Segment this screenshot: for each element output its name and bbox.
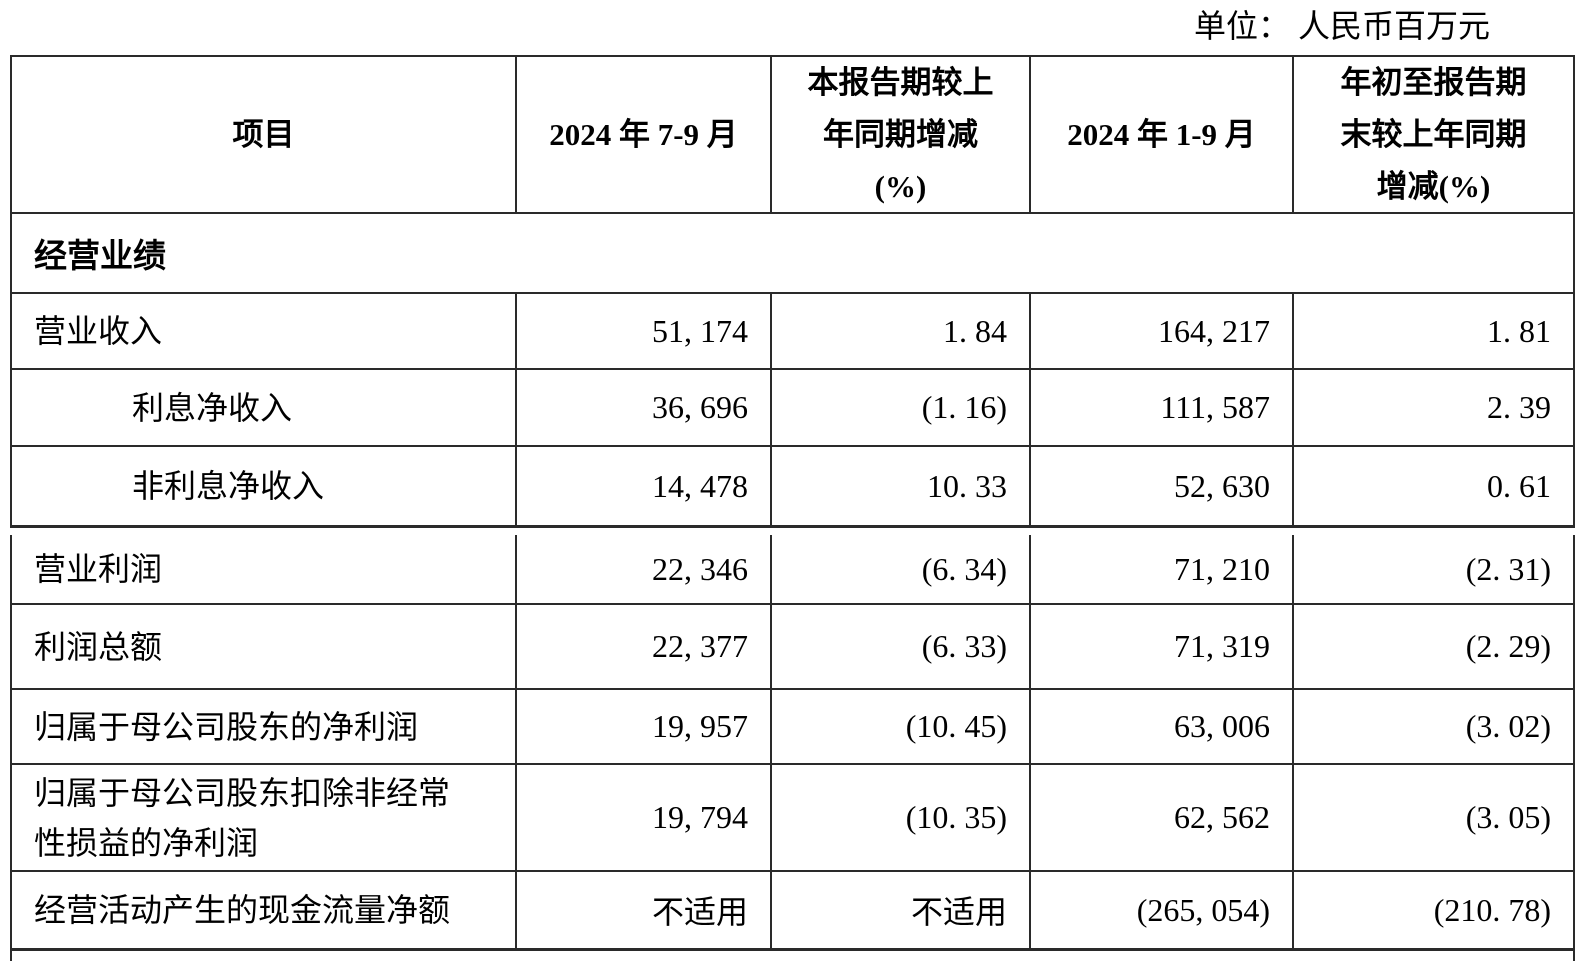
- row-value: 2. 39: [1292, 370, 1573, 445]
- row-label: 利息净收入: [132, 389, 293, 426]
- row-value: (2. 29): [1292, 605, 1573, 688]
- row-value: (10. 45): [770, 690, 1029, 763]
- table-header-row: 项目 2024 年 7-9 月 本报告期较上 年同期增减 (%) 2024 年 …: [12, 57, 1573, 214]
- header-qoq-change-pct: 本报告期较上 年同期增减 (%): [770, 57, 1029, 212]
- row-value: 14, 478: [515, 447, 770, 525]
- row-value: (1. 16): [770, 370, 1029, 445]
- row-value: (6. 33): [770, 605, 1029, 688]
- row-value: (265, 054): [1029, 872, 1292, 948]
- row-value: 19, 794: [515, 765, 770, 870]
- table-row-revenue: 营业收入 51, 174 1. 84 164, 217 1. 81: [12, 294, 1573, 370]
- next-row-partial: [10, 951, 1575, 961]
- row-label: 经营活动产生的现金流量净额: [34, 892, 451, 928]
- section-label: 经营业绩: [34, 239, 166, 275]
- row-value: (210. 78): [1292, 872, 1573, 948]
- row-value: 164, 217: [1029, 294, 1292, 368]
- row-value: (2. 31): [1292, 535, 1573, 603]
- row-value: 62, 562: [1029, 765, 1292, 870]
- row-value: (10. 35): [770, 765, 1029, 870]
- header-2024-ytd: 2024 年 1-9 月: [1029, 57, 1292, 212]
- header-item-column: 项目: [232, 116, 295, 152]
- header-2024-q3: 2024 年 7-9 月: [515, 57, 770, 212]
- row-value: 51, 174: [515, 294, 770, 368]
- row-value: (3. 02): [1292, 690, 1573, 763]
- table-row-operating-profit: 营业利润 22, 346 (6. 34) 71, 210 (2. 31): [12, 535, 1573, 603]
- row-value: (3. 05): [1292, 765, 1573, 870]
- row-value: 22, 377: [515, 605, 770, 688]
- row-label: 营业利润: [34, 551, 163, 587]
- row-value: 不适用: [515, 872, 770, 948]
- table-row-net-interest-income: 利息净收入 36, 696 (1. 16) 111, 587 2. 39: [12, 370, 1573, 447]
- row-value: 52, 630: [1029, 447, 1292, 525]
- row-value: (6. 34): [770, 535, 1029, 603]
- table-row-operating-cash-flow: 经营活动产生的现金流量净额 不适用 不适用 (265, 054) (210. 7…: [12, 870, 1573, 948]
- row-value: 111, 587: [1029, 370, 1292, 445]
- row-value: 71, 319: [1029, 605, 1292, 688]
- row-value: 1. 84: [770, 294, 1029, 368]
- table-row-net-profit-attributable: 归属于母公司股东的净利润 19, 957 (10. 45) 63, 006 (3…: [12, 688, 1573, 763]
- row-value: 1. 81: [1292, 294, 1573, 368]
- table-row-total-profit: 利润总额 22, 377 (6. 33) 71, 319 (2. 29): [12, 603, 1573, 688]
- table-segment-bottom: 营业利润 22, 346 (6. 34) 71, 210 (2. 31) 利润总…: [10, 535, 1575, 951]
- row-value: 10. 33: [770, 447, 1029, 525]
- row-value: 22, 346: [515, 535, 770, 603]
- row-value: 63, 006: [1029, 690, 1292, 763]
- row-label: 归属于母公司股东的净利润: [34, 708, 419, 745]
- row-value: 0. 61: [1292, 447, 1573, 525]
- table-segment-top: 项目 2024 年 7-9 月 本报告期较上 年同期增减 (%) 2024 年 …: [10, 55, 1575, 528]
- header-ytd-change-pct: 年初至报告期 末较上年同期 增减(%): [1292, 57, 1573, 212]
- row-label: 营业收入: [34, 313, 163, 349]
- row-label: 利润总额: [34, 628, 163, 665]
- row-value: 71, 210: [1029, 535, 1292, 603]
- row-value: 不适用: [770, 872, 1029, 948]
- unit-note: 单位： 人民币百万元: [1193, 8, 1490, 44]
- section-row-operating-results: 经营业绩: [12, 214, 1573, 294]
- row-label: 非利息净收入: [132, 468, 325, 504]
- row-value: 19, 957: [515, 690, 770, 763]
- financial-results-table: 项目 2024 年 7-9 月 本报告期较上 年同期增减 (%) 2024 年 …: [10, 55, 1575, 961]
- row-value: 36, 696: [515, 370, 770, 445]
- table-row-net-profit-excl-nonrecurring: 归属于母公司股东扣除非经常 性损益的净利润 19, 794 (10. 35) 6…: [12, 763, 1573, 870]
- table-row-non-interest-income: 非利息净收入 14, 478 10. 33 52, 630 0. 61: [12, 447, 1573, 525]
- row-label: 归属于母公司股东扣除非经常 性损益的净利润: [34, 774, 451, 861]
